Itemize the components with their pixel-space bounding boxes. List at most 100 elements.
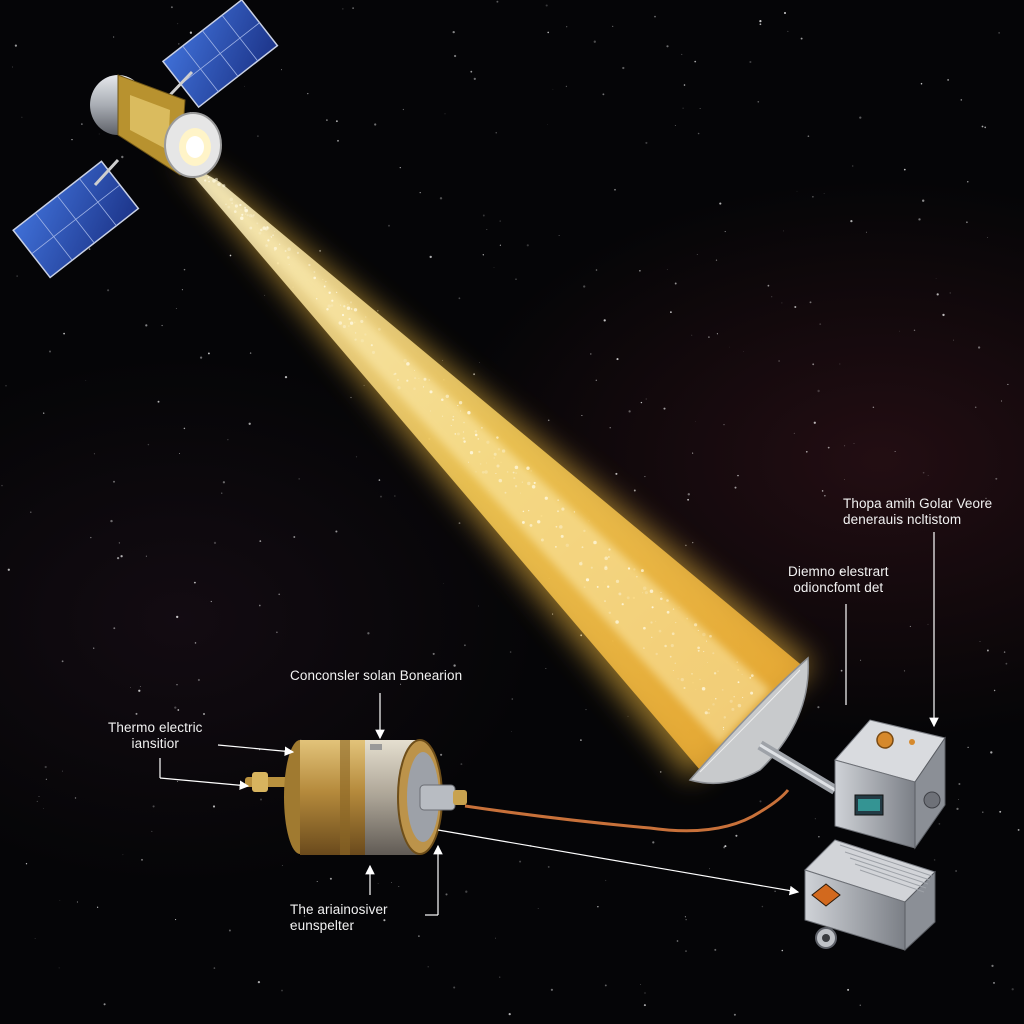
solar-panel-upper bbox=[161, 0, 279, 109]
star bbox=[176, 615, 179, 619]
star bbox=[716, 333, 718, 335]
beam-particle bbox=[231, 202, 234, 205]
star bbox=[511, 698, 514, 700]
star bbox=[729, 346, 730, 348]
beam-particle bbox=[296, 251, 299, 254]
star bbox=[585, 709, 587, 711]
star bbox=[508, 1012, 511, 1016]
star bbox=[865, 231, 867, 233]
beam-particle bbox=[479, 463, 482, 465]
beam-particle bbox=[493, 452, 497, 456]
star bbox=[817, 706, 820, 709]
star bbox=[176, 683, 178, 686]
beam-particle bbox=[556, 510, 560, 513]
star bbox=[445, 893, 448, 896]
beam-particle bbox=[583, 529, 586, 533]
star bbox=[1017, 828, 1020, 831]
star bbox=[840, 570, 843, 573]
star bbox=[151, 830, 153, 832]
beam-particle bbox=[537, 520, 541, 524]
star bbox=[229, 254, 232, 257]
star bbox=[674, 124, 676, 127]
beam-particle bbox=[581, 546, 584, 549]
star bbox=[473, 77, 476, 81]
star bbox=[998, 32, 1000, 34]
star bbox=[805, 450, 808, 453]
beam-particle bbox=[248, 213, 253, 218]
star bbox=[603, 319, 606, 322]
beam-particle bbox=[697, 629, 699, 632]
star bbox=[58, 967, 60, 969]
beam-particle bbox=[721, 689, 724, 691]
star bbox=[981, 125, 984, 128]
beam-particle bbox=[703, 651, 705, 653]
star bbox=[113, 627, 116, 630]
star bbox=[645, 398, 647, 400]
beam-particle bbox=[469, 451, 474, 455]
star bbox=[81, 123, 83, 125]
beam-particle bbox=[208, 180, 210, 183]
beam-particle bbox=[463, 421, 465, 424]
star bbox=[257, 980, 261, 984]
beam-particle bbox=[555, 525, 558, 528]
star bbox=[903, 168, 906, 171]
beam-particle bbox=[486, 440, 490, 444]
star bbox=[440, 753, 443, 756]
star bbox=[967, 181, 969, 183]
beam-particle bbox=[222, 184, 226, 188]
star bbox=[145, 324, 148, 327]
star bbox=[71, 139, 73, 141]
star bbox=[103, 1003, 106, 1006]
orange-valve-knob bbox=[876, 731, 894, 749]
star bbox=[427, 966, 429, 968]
beam-particle bbox=[315, 297, 318, 300]
star bbox=[583, 285, 586, 288]
star bbox=[120, 555, 123, 558]
thermoelectric-generator bbox=[245, 739, 467, 855]
star bbox=[827, 446, 830, 449]
star bbox=[595, 269, 598, 271]
star bbox=[602, 93, 605, 96]
beam-particle bbox=[708, 712, 710, 714]
star bbox=[927, 623, 929, 625]
star bbox=[113, 36, 115, 38]
star bbox=[960, 99, 963, 101]
star bbox=[947, 79, 949, 81]
beam-particle bbox=[258, 231, 262, 235]
beam-particle bbox=[207, 176, 210, 179]
star bbox=[872, 406, 875, 409]
star bbox=[113, 480, 115, 483]
star bbox=[899, 330, 900, 332]
label-top-right-line1: Thopa amih Golar Veore bbox=[843, 496, 993, 511]
star bbox=[817, 389, 820, 393]
beam-particle bbox=[709, 634, 712, 638]
beam-particle bbox=[697, 646, 700, 650]
beam-particle bbox=[239, 203, 242, 207]
star bbox=[122, 854, 124, 856]
star bbox=[30, 511, 32, 513]
beam-particle bbox=[478, 450, 481, 453]
label-mid-right-line1: Diemno elestrart bbox=[788, 564, 889, 579]
star bbox=[995, 477, 998, 480]
star bbox=[441, 360, 443, 362]
beam-particle bbox=[452, 415, 455, 418]
star bbox=[130, 687, 131, 688]
warning-sign-icon bbox=[811, 883, 841, 907]
star bbox=[418, 935, 420, 937]
beam-particle bbox=[287, 247, 291, 251]
star bbox=[281, 69, 283, 71]
star bbox=[157, 400, 160, 403]
beam-particle bbox=[674, 662, 677, 665]
star bbox=[473, 373, 476, 376]
beam-particle bbox=[737, 703, 742, 708]
beam-particle bbox=[475, 471, 477, 473]
star bbox=[684, 916, 686, 918]
star bbox=[953, 339, 955, 341]
star bbox=[782, 230, 784, 232]
star bbox=[183, 427, 186, 430]
leader-bottom-3 bbox=[437, 829, 800, 896]
star bbox=[609, 427, 611, 429]
beam-particle bbox=[712, 703, 715, 706]
beam-particle bbox=[328, 291, 331, 295]
beam-particle bbox=[651, 606, 654, 609]
